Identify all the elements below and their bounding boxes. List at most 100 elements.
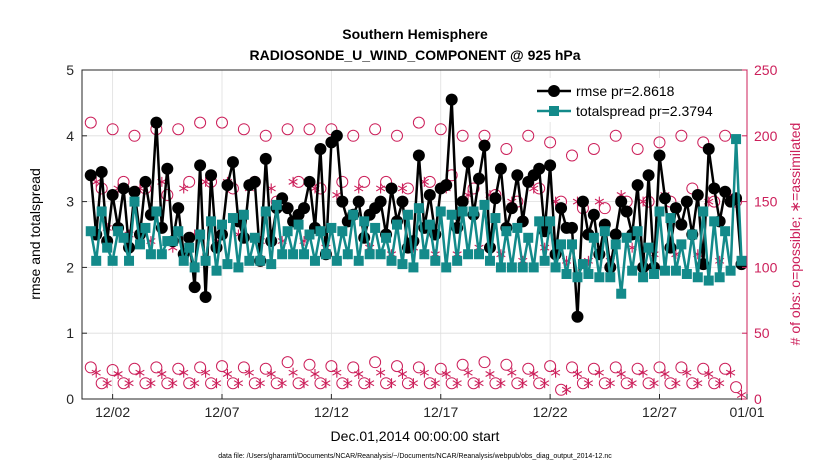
obs-assimilated-point — [113, 368, 123, 379]
obs-possible-point — [172, 123, 185, 136]
obs-possible-point — [675, 361, 688, 374]
totalspread-point — [430, 255, 441, 266]
rmse-point — [221, 179, 234, 192]
obs-assimilated-point — [299, 378, 309, 389]
totalspread-point — [277, 249, 288, 260]
obs-possible-point — [150, 361, 163, 374]
obs-assimilated-point — [277, 378, 287, 389]
totalspread-point — [222, 259, 233, 270]
totalspread-point — [271, 199, 282, 210]
obs-possible-point — [522, 362, 535, 375]
totalspread-point — [588, 232, 599, 243]
y-axis-label-right: # of obs: o=possible; ∗=assimilated — [787, 123, 803, 346]
x-axis-label: Dec.01,2014 00:00:00 start — [331, 428, 500, 444]
obs-possible-point — [730, 381, 743, 394]
totalspread-point — [85, 226, 96, 237]
totalspread-point — [550, 262, 561, 273]
rmse-point — [653, 149, 666, 162]
totalspread-point — [211, 265, 222, 276]
y-axis-label-left: rmse and totalspread — [27, 168, 43, 300]
totalspread-point — [714, 272, 725, 283]
rmse-point — [494, 162, 507, 175]
obs-possible-point — [325, 360, 338, 373]
obs-possible-point — [675, 129, 688, 142]
obs-assimilated-point — [222, 368, 233, 379]
totalspread-point — [386, 255, 397, 266]
totalspread-point — [91, 255, 102, 266]
obs-possible-point — [314, 377, 327, 390]
totalspread-point — [206, 216, 217, 227]
obs-possible-point — [369, 356, 382, 369]
obs-possible-point — [708, 377, 721, 390]
obs-possible-point — [281, 123, 294, 136]
obs-assimilated-point — [441, 368, 451, 379]
obs-possible-point — [292, 377, 305, 390]
totalspread-point — [495, 262, 506, 273]
obs-possible-point — [445, 377, 458, 390]
rmse-point — [259, 152, 272, 165]
obs-possible-point — [358, 175, 371, 188]
totalspread-point — [348, 209, 359, 220]
totalspread-point — [457, 206, 468, 217]
totalspread-point — [649, 268, 660, 279]
rmse-point — [330, 129, 343, 142]
obs-possible-point — [620, 377, 633, 390]
totalspread-point — [381, 232, 392, 243]
totalspread-point — [610, 239, 621, 250]
rmse-point — [609, 228, 622, 241]
obs-possible-point — [161, 377, 174, 390]
totalspread-point — [534, 216, 545, 227]
rmse-point — [440, 179, 453, 192]
totalspread-point — [643, 242, 654, 253]
obs-assimilated-point — [233, 378, 244, 389]
obs-possible-point — [412, 361, 425, 374]
totalspread-point — [512, 222, 523, 233]
obs-possible-point — [500, 142, 513, 155]
legend: rmse pr=2.8618 totalspread pr=2.3794 — [530, 78, 740, 122]
obs-possible-point — [412, 116, 425, 129]
obs-assimilated-point — [255, 378, 265, 389]
obs-possible-point — [566, 361, 578, 374]
rmse-point — [423, 189, 436, 202]
obs-assimilated-point — [375, 367, 386, 378]
obs-possible-point — [456, 358, 469, 371]
rmse-point — [188, 281, 201, 294]
obs-assimilated-point — [725, 367, 736, 378]
obs-assimilated-point — [332, 367, 342, 378]
totalspread-point — [118, 232, 129, 243]
obs-possible-point — [631, 142, 644, 155]
totalspread-point — [331, 255, 342, 266]
rmse-point — [730, 192, 743, 205]
rmse-point — [680, 195, 693, 208]
totalspread-point — [556, 239, 567, 250]
x-tick-label: 12/02 — [95, 404, 130, 420]
obs-assimilated-point — [682, 367, 692, 378]
totalspread-point — [424, 219, 435, 230]
obs-assimilated-point — [627, 378, 637, 389]
rmse-point — [396, 195, 409, 208]
rmse-point — [139, 175, 152, 188]
obs-possible-point — [500, 358, 513, 371]
rmse-point — [314, 142, 327, 155]
obs-assimilated-point — [507, 367, 517, 378]
obs-possible-point — [434, 362, 447, 375]
totalspread-point — [266, 259, 277, 270]
obs-assimilated-point — [736, 390, 747, 401]
rmse-point — [675, 218, 688, 231]
obs-possible-point — [172, 362, 185, 375]
rmse-point — [303, 175, 316, 188]
rmse-point — [150, 116, 163, 129]
obs-possible-point — [226, 377, 239, 390]
totalspread-point — [397, 259, 408, 270]
obs-possible-point — [216, 360, 228, 373]
rmse-point — [576, 195, 589, 208]
x-tick-label: 01/01 — [729, 404, 764, 420]
rmse-point — [566, 221, 578, 234]
obs-assimilated-point — [200, 367, 211, 378]
obs-assimilated-point — [375, 183, 386, 194]
obs-possible-point — [336, 175, 349, 188]
totalspread-point — [523, 232, 534, 243]
rmse-point — [336, 195, 349, 208]
obs-possible-point — [391, 129, 403, 142]
totalspread-point — [599, 226, 610, 237]
